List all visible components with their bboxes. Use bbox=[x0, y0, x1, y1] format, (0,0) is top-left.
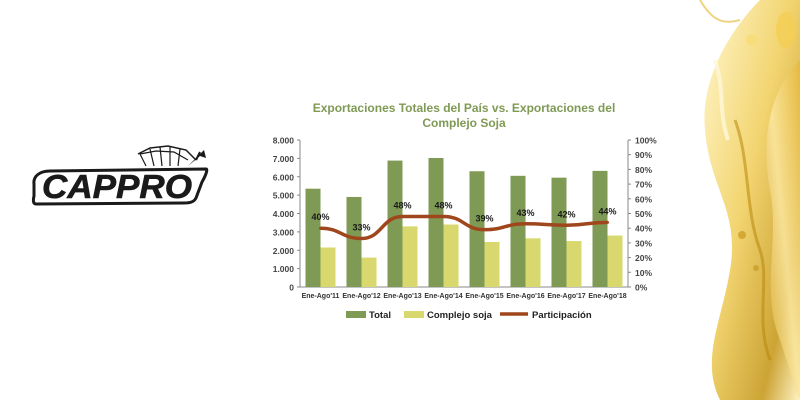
logo-wordmark: CAPPRO bbox=[42, 168, 192, 205]
participacion-point bbox=[565, 223, 568, 227]
chart-title-line-2: Complejo Soja bbox=[422, 116, 506, 130]
bar-complejo-soja bbox=[402, 226, 418, 287]
y-left-tick-label: 3.000 bbox=[273, 227, 295, 237]
y-right-tick-label: 60% bbox=[635, 194, 652, 204]
bar-total bbox=[387, 160, 403, 287]
y-right-tick-label: 20% bbox=[635, 253, 652, 263]
participacion-data-label: 39% bbox=[475, 214, 493, 224]
bar-complejo-soja bbox=[566, 241, 582, 287]
y-left-tick-label: 4.000 bbox=[273, 209, 295, 219]
legend-participacion-label: Participación bbox=[532, 310, 592, 321]
y-right-tick-label: 70% bbox=[635, 180, 652, 190]
legend-complejo-soja-swatch bbox=[404, 311, 424, 318]
chart-title-line-1: Exportaciones Totales del País vs. Expor… bbox=[313, 101, 616, 115]
y-right-tick-label: 30% bbox=[635, 238, 652, 248]
bar-complejo-soja bbox=[443, 224, 459, 287]
y-right-tick-label: 50% bbox=[635, 209, 652, 219]
participacion-point bbox=[360, 236, 363, 240]
bar-complejo-soja bbox=[607, 235, 623, 287]
bar-total bbox=[551, 177, 567, 287]
chart-legend: Total Complejo soja Participación bbox=[346, 310, 592, 321]
x-tick-label: Ene-Ago'13 bbox=[383, 293, 421, 300]
bar-complejo-soja bbox=[525, 238, 541, 287]
participacion-point bbox=[524, 222, 527, 226]
x-tick-label: Ene-Ago'12 bbox=[342, 293, 380, 300]
participacion-point bbox=[483, 228, 486, 232]
y-right-tick-label: 0% bbox=[635, 283, 648, 293]
participacion-data-label: 42% bbox=[557, 209, 575, 219]
legend-total-swatch bbox=[346, 311, 366, 318]
participacion-line bbox=[320, 214, 608, 241]
y-left-tick-label: 1.000 bbox=[273, 264, 295, 274]
y-left-tick-label: 2.000 bbox=[273, 246, 295, 256]
participacion-data-label: 40% bbox=[311, 212, 329, 222]
participacion-data-label: 48% bbox=[393, 200, 411, 210]
y-left-tick-label: 0 bbox=[289, 283, 294, 293]
x-tick-label: Ene-Ago'11 bbox=[302, 293, 340, 300]
bar-total bbox=[346, 196, 362, 287]
cappro-logo: CAPPRO bbox=[31, 145, 209, 206]
legend-complejo-soja-label: Complejo soja bbox=[427, 310, 493, 321]
bar-complejo-soja bbox=[484, 241, 500, 287]
bar-total bbox=[305, 188, 321, 287]
participacion-data-label: 48% bbox=[434, 200, 452, 210]
bar-complejo-soja bbox=[361, 257, 377, 287]
legend-total-label: Total bbox=[369, 310, 391, 321]
participacion-point bbox=[606, 220, 609, 224]
participacion-point bbox=[401, 214, 404, 218]
bar-total bbox=[510, 175, 526, 287]
x-tick-label: Ene-Ago'18 bbox=[588, 293, 626, 300]
y-right-tick-label: 10% bbox=[635, 268, 652, 278]
y-left-tick-label: 6.000 bbox=[273, 172, 295, 182]
plot-area: 0 1.000 2.000 3.000 4.000 5.000 6.000 7.000 8.00… bbox=[273, 136, 657, 301]
x-tick-label: Ene-Ago'15 bbox=[465, 293, 503, 300]
bar-total bbox=[592, 170, 608, 287]
bar-complejo-soja bbox=[320, 247, 336, 287]
y-left-tick-label: 5.000 bbox=[273, 191, 295, 201]
y-right-tick-label: 90% bbox=[635, 150, 652, 160]
y-right-tick-label: 40% bbox=[635, 224, 652, 234]
y-right-tick-label: 100% bbox=[635, 136, 657, 146]
y-left-tick-label: 8.000 bbox=[273, 136, 295, 146]
participacion-data-label: 33% bbox=[352, 222, 370, 232]
participacion-data-label: 44% bbox=[598, 206, 616, 216]
bar-total bbox=[428, 158, 444, 287]
y-right-tick-label: 80% bbox=[635, 165, 652, 175]
x-tick-label: Ene-Ago'17 bbox=[547, 293, 585, 300]
x-tick-label: Ene-Ago'16 bbox=[506, 293, 544, 300]
participacion-point bbox=[319, 226, 322, 230]
x-tick-label: Ene-Ago'14 bbox=[424, 293, 462, 300]
y-left-tick-label: 7.000 bbox=[273, 154, 295, 164]
participacion-point bbox=[442, 214, 445, 218]
participacion-data-label: 43% bbox=[516, 208, 534, 218]
